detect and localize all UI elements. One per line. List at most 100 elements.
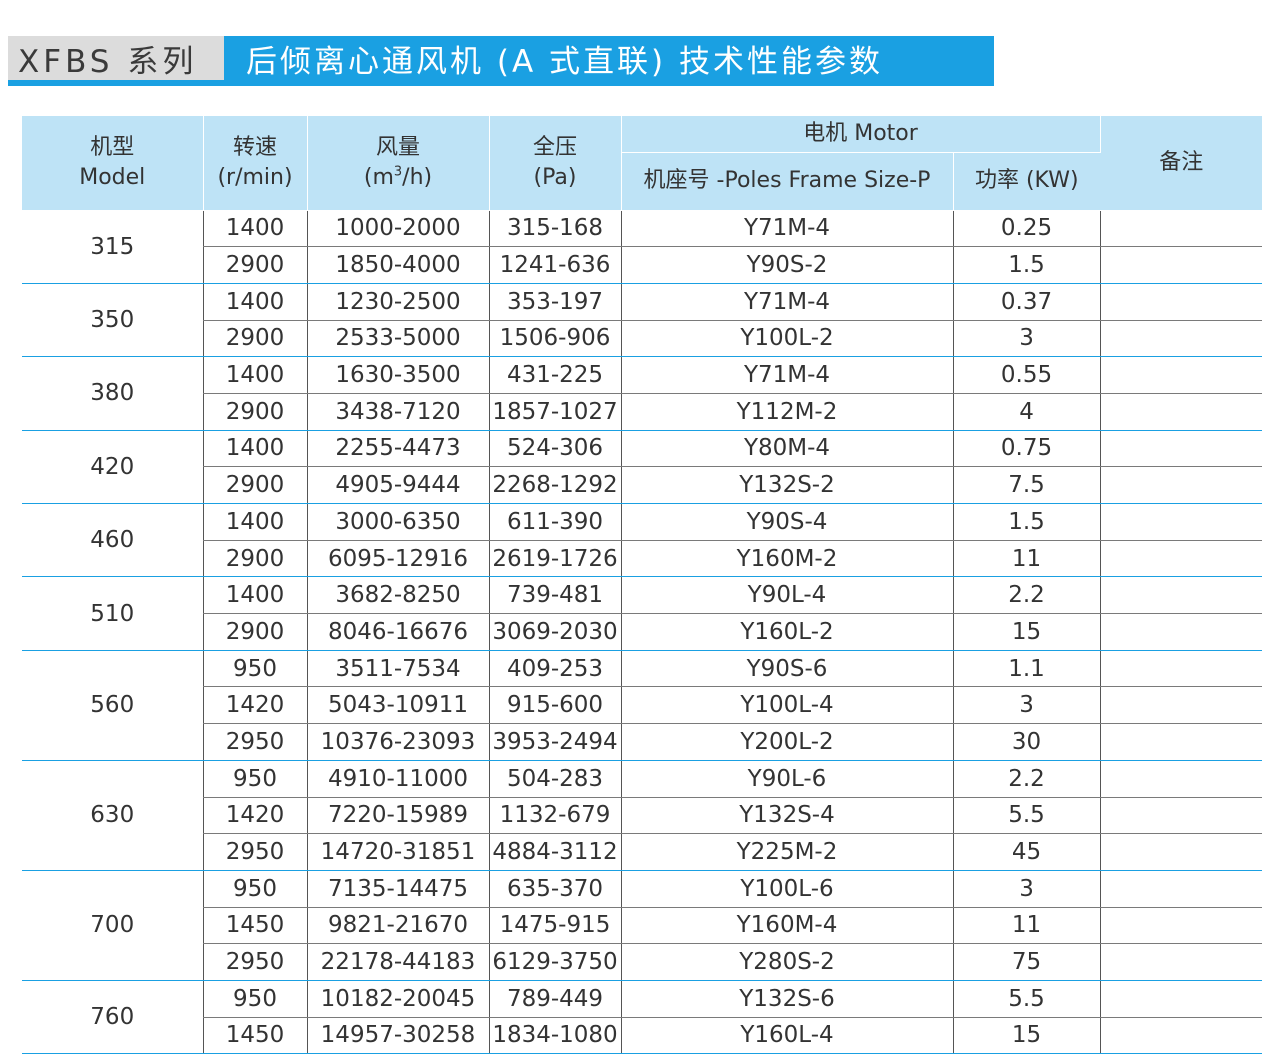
flow-header-cn: 风量 [375, 134, 420, 160]
model-cell: 560 [22, 650, 203, 761]
flow-unit-superscript: 3 [393, 164, 403, 180]
table-row: 630 950 4910-11000 504-283 Y90L-6 2.2 [22, 760, 1263, 871]
frame-cell: Y80M-4 [620, 430, 953, 468]
speed-cell: 950 [202, 760, 307, 798]
remark-cell [1099, 943, 1263, 981]
flow-cell: 10376-23093 [306, 723, 489, 761]
remark-cell [1099, 907, 1263, 945]
speed-cell: 1400 [202, 356, 307, 394]
remark-cell [1099, 723, 1263, 761]
table-row: 2900 2533-5000 1506-906 Y100L-2 3 [22, 320, 1263, 358]
power-cell: 15 [952, 613, 1101, 651]
frame-cell: Y225M-2 [620, 833, 953, 871]
remark-cell [1099, 246, 1263, 284]
title-bar: XFBS 系列 后倾离心通风机 (A 式直联) 技术性能参数 [8, 36, 994, 86]
flow-unit-part-b: /h) [402, 164, 433, 190]
table-row: 1450 14957-30258 1834-1080 Y160L-4 15 [22, 1017, 1263, 1054]
speed-cell: 2900 [202, 320, 307, 358]
speed-cell: 950 [202, 870, 307, 908]
pressure-cell: 409-253 [488, 650, 621, 688]
frame-cell: Y160M-4 [620, 907, 953, 945]
pressure-header: 全压 (Pa) [489, 116, 622, 211]
frame-cell: Y90S-6 [620, 650, 953, 688]
spec-table: 机型 Model 转速 (r/min) 风量 (m3/h) 全压 (Pa) 电机… [22, 116, 1263, 1054]
power-cell: 0.37 [952, 283, 1101, 321]
remark-cell [1099, 760, 1263, 798]
table-row: 460 1400 3000-6350 611-390 Y90S-4 1.5 [22, 503, 1263, 578]
flow-cell: 7220-15989 [306, 797, 489, 835]
flow-cell: 3438-7120 [306, 393, 489, 431]
remark-cell [1099, 356, 1263, 394]
table-row: 2950 14720-31851 4884-3112 Y225M-2 45 [22, 833, 1263, 871]
table-row: 510 1400 3682-8250 739-481 Y90L-4 2.2 [22, 576, 1263, 651]
remark-cell [1099, 650, 1263, 688]
power-cell: 75 [952, 943, 1101, 981]
remark-cell [1099, 576, 1263, 615]
frame-cell: Y200L-2 [620, 723, 953, 761]
power-cell: 30 [952, 723, 1101, 761]
flow-header: 风量 (m3/h) [307, 116, 490, 211]
remark-cell [1099, 686, 1263, 725]
flow-cell: 1230-2500 [306, 283, 489, 321]
power-cell: 7.5 [952, 466, 1101, 504]
table-row: 1420 7220-15989 1132-679 Y132S-4 5.5 [22, 797, 1263, 835]
table-row: 560 950 3511-7534 409-253 Y90S-6 1.1 [22, 650, 1263, 761]
speed-cell: 950 [202, 980, 307, 1018]
pressure-header-cn: 全压 [532, 134, 577, 160]
frame-cell: Y132S-2 [620, 466, 953, 504]
flow-cell: 8046-16676 [306, 613, 489, 651]
power-cell: 0.75 [952, 430, 1101, 468]
pressure-cell: 315-168 [488, 210, 621, 248]
table-row: 315 1400 1000-2000 315-168 Y71M-4 0.25 [22, 210, 1263, 284]
pressure-cell: 915-600 [488, 686, 621, 725]
flow-cell: 7135-14475 [306, 870, 489, 908]
remark-cell [1099, 980, 1263, 1018]
power-cell: 2.2 [952, 760, 1101, 798]
frame-cell: Y160L-2 [620, 613, 953, 651]
flow-cell: 4910-11000 [306, 760, 489, 798]
speed-header-unit: (r/min) [217, 164, 293, 190]
remark-cell [1099, 797, 1263, 835]
table-row: 350 1400 1230-2500 353-197 Y71M-4 0.37 [22, 283, 1263, 358]
model-cell: 315 [22, 210, 203, 284]
table-header: 机型 Model 转速 (r/min) 风量 (m3/h) 全压 (Pa) 电机… [22, 116, 1263, 211]
pressure-cell: 1506-906 [488, 320, 621, 358]
power-cell: 5.5 [952, 797, 1101, 835]
speed-cell: 1420 [202, 797, 307, 835]
frame-cell: Y71M-4 [620, 210, 953, 248]
power-cell: 5.5 [952, 980, 1101, 1018]
motor-header: 电机 Motor [621, 116, 1101, 153]
speed-cell: 1400 [202, 430, 307, 468]
series-label: XFBS 系列 [8, 36, 224, 80]
pressure-cell: 739-481 [488, 576, 621, 615]
frame-cell: Y100L-2 [620, 320, 953, 358]
power-cell: 3 [952, 686, 1101, 725]
power-cell: 1.5 [952, 246, 1101, 284]
speed-cell: 1400 [202, 503, 307, 541]
remark-cell [1099, 393, 1263, 431]
power-header: 功率 (KW) [953, 152, 1101, 211]
table-row: 1420 5043-10911 915-600 Y100L-4 3 [22, 686, 1263, 725]
remark-cell [1099, 430, 1263, 468]
table-row: 420 1400 2255-4473 524-306 Y80M-4 0.75 [22, 430, 1263, 505]
model-header-cn: 机型 [90, 134, 135, 160]
model-cell: 760 [22, 980, 203, 1054]
frame-cell: Y280S-2 [620, 943, 953, 981]
pressure-cell: 4884-3112 [488, 833, 621, 871]
model-header: 机型 Model [22, 116, 204, 211]
remark-cell [1099, 540, 1263, 578]
flow-cell: 2255-4473 [306, 430, 489, 468]
table-row: 1450 9821-21670 1475-915 Y160M-4 11 [22, 907, 1263, 945]
pressure-cell: 1241-636 [488, 246, 621, 284]
remark-cell [1099, 466, 1263, 504]
remark-cell [1099, 833, 1263, 871]
flow-unit-part-a: (m [363, 164, 394, 190]
speed-cell: 1450 [202, 907, 307, 945]
flow-cell: 3000-6350 [306, 503, 489, 541]
speed-header-cn: 转速 [232, 134, 277, 160]
speed-cell: 2950 [202, 943, 307, 981]
pressure-cell: 1857-1027 [488, 393, 621, 431]
frame-cell: Y112M-2 [620, 393, 953, 431]
frame-cell: Y71M-4 [620, 356, 953, 394]
frame-cell: Y90S-2 [620, 246, 953, 284]
